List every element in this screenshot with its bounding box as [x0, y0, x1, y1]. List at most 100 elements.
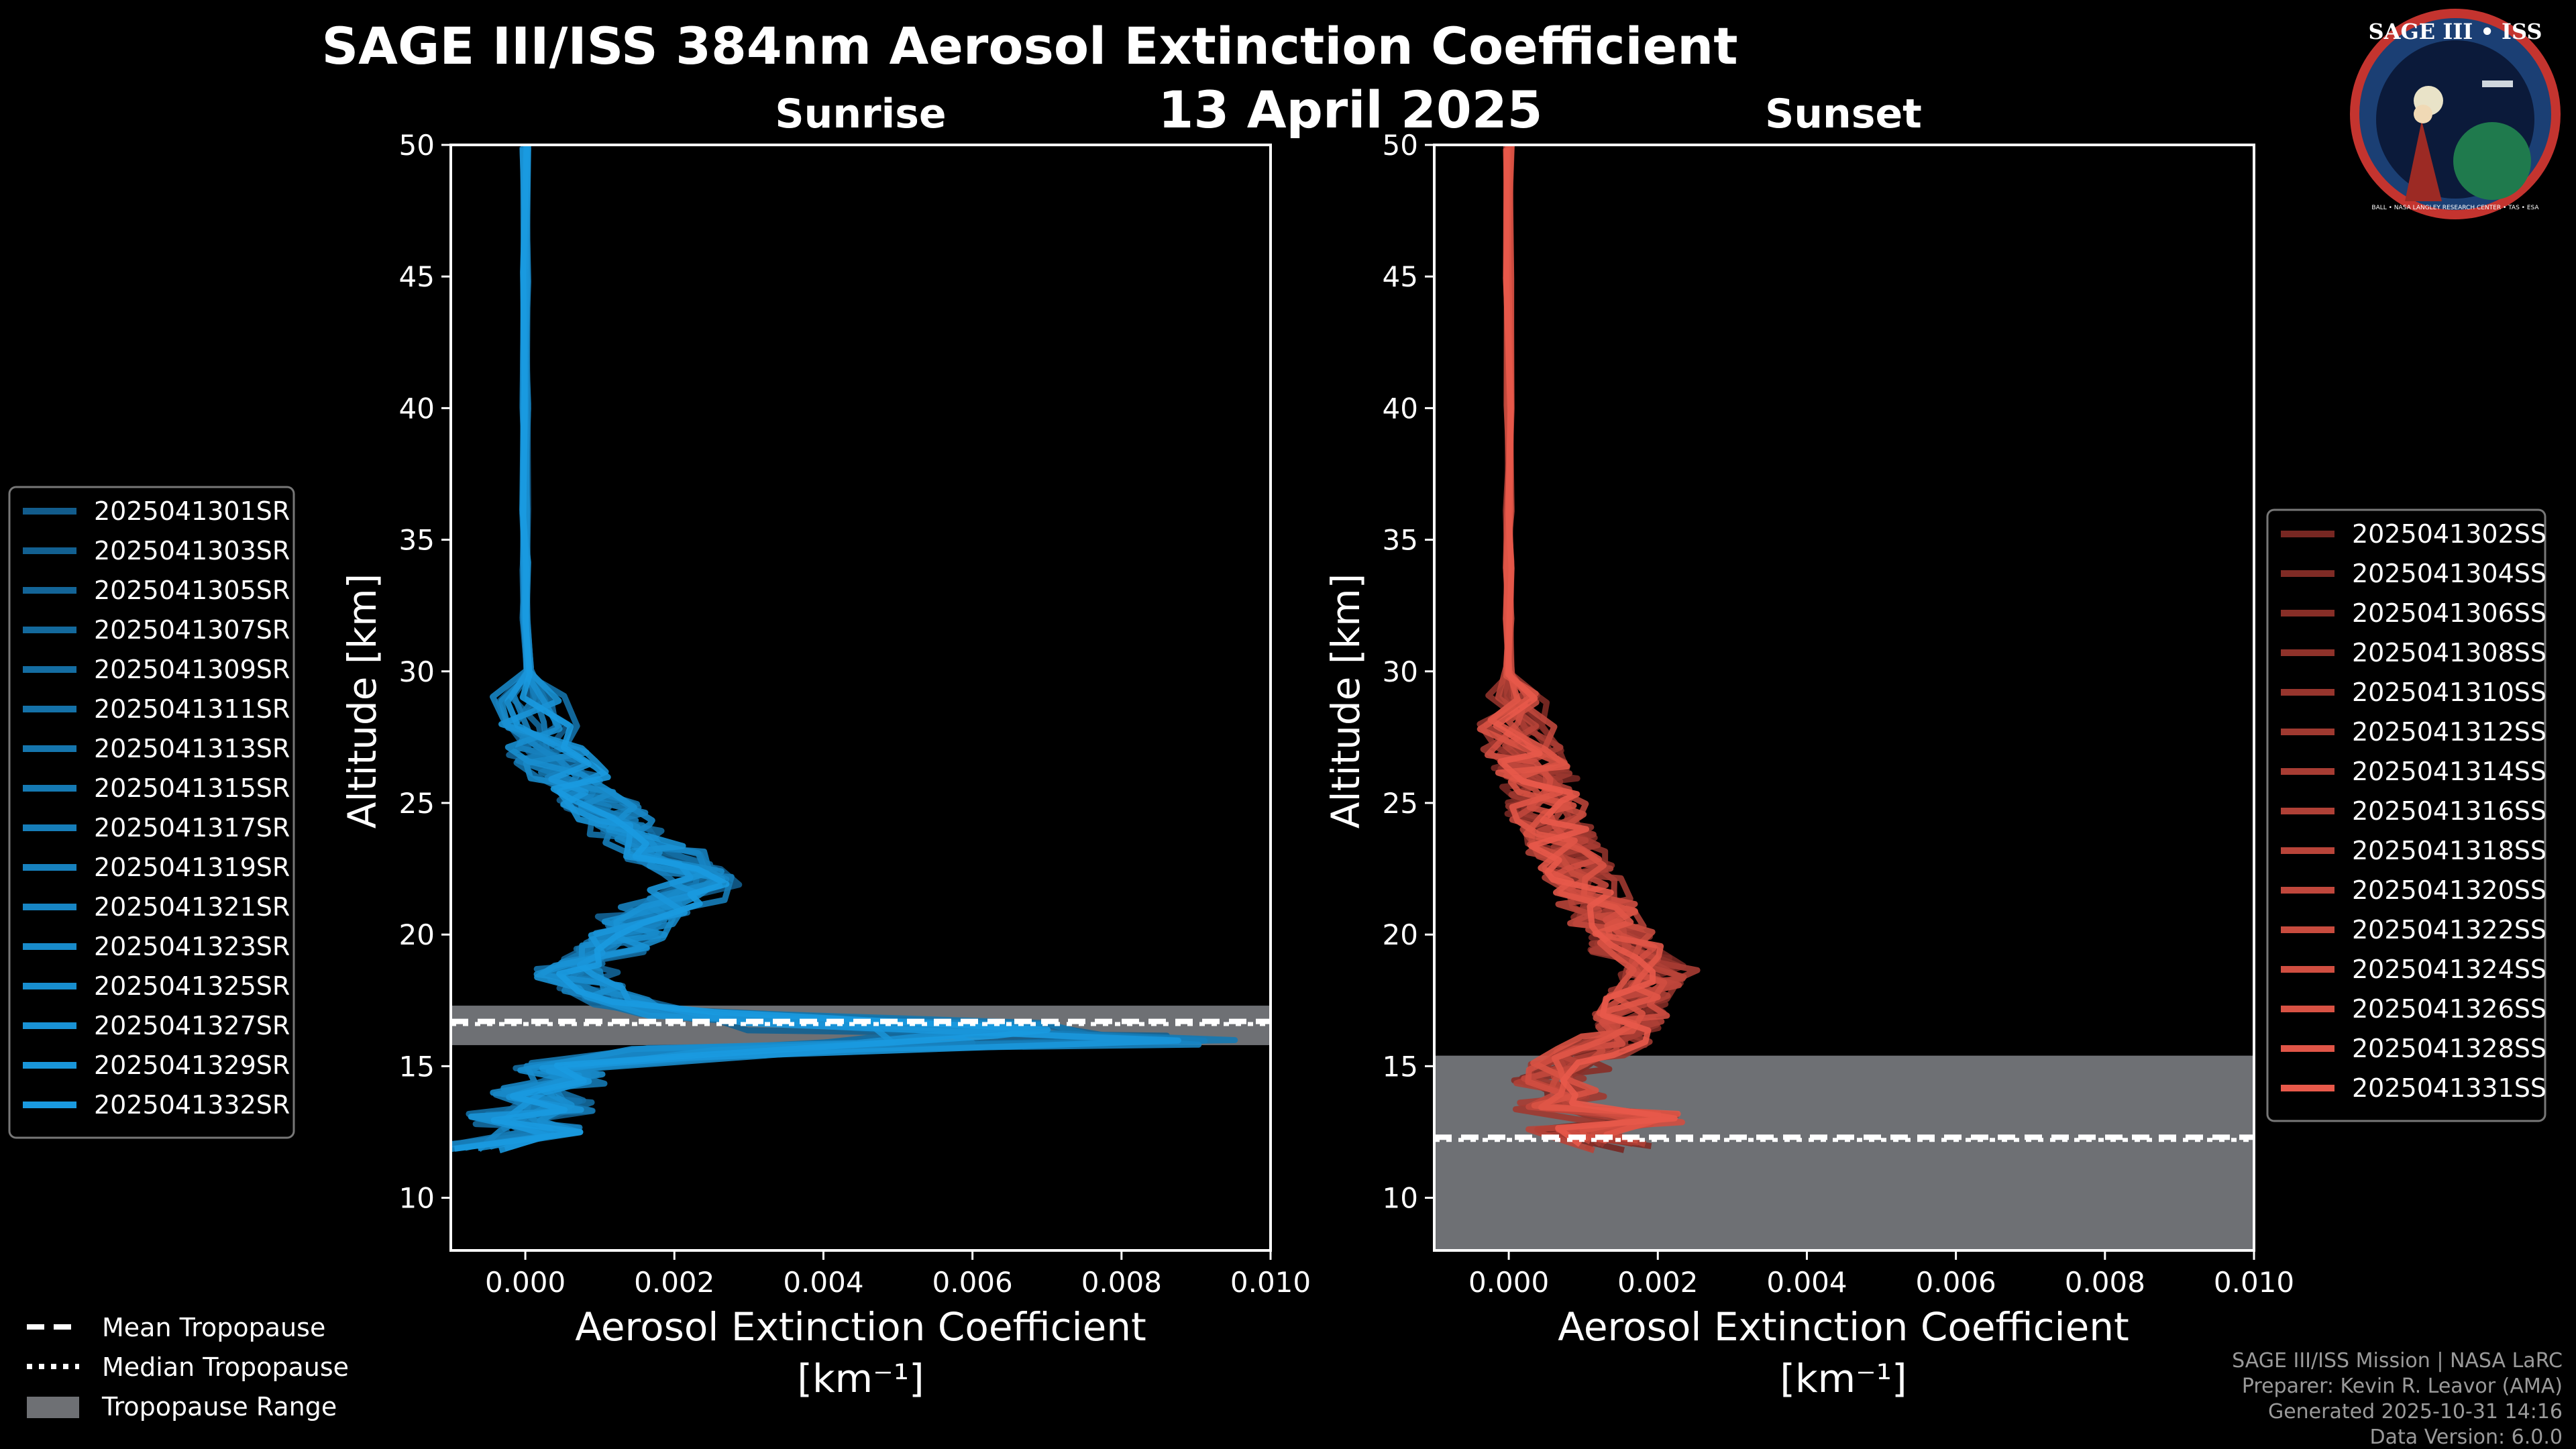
sunset-legend-label: 2025041302SS — [2352, 519, 2546, 549]
sunrise-legend-label: 2025041313SR — [94, 734, 290, 763]
sunrise-series-line — [468, 148, 896, 1152]
sunrise-legend-label: 2025041321SR — [94, 892, 290, 922]
sunrise-ytick-label: 15 — [399, 1050, 435, 1083]
chart-date: 13 April 2025 — [1158, 80, 1542, 140]
footer: SAGE III/ISS Mission | NASA LaRC Prepare… — [2232, 1349, 2563, 1449]
sunset-legend-label: 2025041306SS — [2352, 598, 2546, 628]
iss-icon — [2482, 80, 2513, 87]
footer-generated: Generated 2025-10-31 14:16 — [2268, 1400, 2563, 1424]
sunset-series-line — [1487, 145, 1681, 1142]
sunrise-xtick-label: 0.010 — [1230, 1266, 1311, 1299]
sunrise-legend: 2025041301SR 2025041303SR 2025041305SR 2025… — [8, 486, 295, 1139]
sunrise-legend-label: 2025041332SR — [94, 1090, 290, 1120]
sunset-title: Sunset — [1765, 91, 1922, 138]
sunrise-legend-label: 2025041317SR — [94, 813, 290, 843]
sunset-ylabel: Altitude [km] — [1323, 574, 1368, 828]
sunset-legend-label: 2025041318SS — [2352, 836, 2546, 865]
sunrise-ytick-label: 50 — [399, 129, 435, 162]
sunrise-xtick-label: 0.000 — [485, 1266, 566, 1299]
logo-ring-text: BALL • NASA LANGLEY RESEARCH CENTER • TA… — [2371, 205, 2539, 211]
sunset-ytick-label: 35 — [1383, 524, 1418, 557]
sunset-ytick-label: 20 — [1383, 918, 1418, 951]
sunrise-ytick-label: 30 — [399, 655, 435, 688]
sunset-ytick-label: 45 — [1383, 260, 1418, 293]
sunrise-ytick-label: 25 — [399, 787, 435, 820]
sunset-ytick-label: 50 — [1383, 129, 1418, 162]
tropopause-range-label: Tropopause Range — [101, 1392, 337, 1421]
sunrise-legend-label: 2025041319SR — [94, 853, 290, 882]
mean-tropopause-label: Mean Tropopause — [102, 1313, 325, 1342]
sunrise-ytick-label: 45 — [399, 260, 435, 293]
sunrise-series-lines — [451, 145, 1238, 1154]
sunrise-legend-label: 2025041325SR — [94, 971, 290, 1001]
sunset-legend-label: 2025041312SS — [2352, 717, 2546, 747]
sunset-axes-frame — [1433, 144, 2255, 1252]
sunset-xtick-label: 0.008 — [2065, 1266, 2145, 1299]
sunset-ytick-label: 40 — [1383, 392, 1418, 425]
tropopause-legend: Mean Tropopause Median Tropopause Tropop… — [27, 1313, 349, 1421]
sunrise-axes-frame — [449, 144, 1272, 1252]
sunrise-legend-label: 2025041305SR — [94, 576, 290, 605]
sunrise-xunit: [km⁻¹] — [797, 1356, 924, 1401]
sunset-xlabel: Aerosol Extinction Coefficient — [1558, 1304, 2129, 1350]
sunrise-xtick-label: 0.002 — [634, 1266, 714, 1299]
sunrise-series-line — [464, 146, 1067, 1148]
sunrise-legend-label: 2025041311SR — [94, 694, 290, 724]
sunset-xunit: [km⁻¹] — [1780, 1356, 1907, 1401]
sunset-legend-label: 2025041331SS — [2352, 1073, 2546, 1103]
footer-version: Data Version: 6.0.0 — [2370, 1426, 2563, 1449]
sunset-legend-label: 2025041316SS — [2352, 796, 2546, 826]
sunrise-series-line — [468, 145, 976, 1148]
sunrise-plot: 0.000 0.002 0.004 0.006 0.008 0.010 10 15 20 25 30… — [399, 129, 1311, 1299]
chart-title: SAGE III/ISS 384nm Aerosol Extinction Co… — [321, 16, 1737, 76]
median-tropopause-label: Median Tropopause — [102, 1352, 349, 1382]
sunrise-legend-label: 2025041323SR — [94, 932, 290, 961]
logo-text: SAGE III • ISS — [2369, 19, 2542, 44]
sunrise-legend-frame — [8, 486, 295, 1139]
sunset-legend-label: 2025041322SS — [2352, 915, 2546, 945]
sunrise-ytick-label: 10 — [399, 1182, 435, 1215]
sunrise-ytick-label: 40 — [399, 392, 435, 425]
sunset-ytick-label: 10 — [1383, 1182, 1418, 1215]
sunset-legend-label: 2025041320SS — [2352, 875, 2546, 905]
sunrise-series-line — [451, 147, 1208, 1148]
sunrise-legend-label: 2025041327SR — [94, 1011, 290, 1040]
sunrise-title: Sunrise — [775, 91, 946, 138]
sunrise-xtick-label: 0.004 — [783, 1266, 863, 1299]
figure-head-icon — [2414, 105, 2432, 123]
figure-icon — [2405, 121, 2442, 201]
sunset-plot: 0.000 0.002 0.004 0.006 0.008 0.010 10 15 20 25 30… — [1383, 129, 2295, 1299]
sunrise-series-line — [460, 150, 961, 1146]
sunrise-legend-label: 2025041307SR — [94, 615, 290, 645]
sunset-xtick-label: 0.004 — [1766, 1266, 1847, 1299]
sunset-legend: 2025041302SS 2025041304SS 2025041306SS 2025… — [2266, 508, 2546, 1122]
sunrise-series-line — [464, 146, 1046, 1151]
sunrise-series-line — [451, 145, 1238, 1148]
sunset-ytick-label: 30 — [1383, 655, 1418, 688]
sunset-xtick-label: 0.006 — [1916, 1266, 1996, 1299]
sunrise-xlabel: Aerosol Extinction Coefficient — [575, 1304, 1146, 1350]
sunset-legend-label: 2025041308SS — [2352, 638, 2546, 667]
sunset-series-line — [1503, 145, 1701, 1146]
sunset-legend-label: 2025041304SS — [2352, 559, 2546, 588]
sunrise-series-line — [454, 145, 1051, 1152]
earth-icon — [2453, 122, 2531, 200]
sunrise-series-line — [477, 145, 1012, 1151]
sunset-legend-label: 2025041328SS — [2352, 1034, 2546, 1063]
footer-preparer: Preparer: Kevin R. Leavor (AMA) — [2242, 1375, 2563, 1398]
sunrise-series-line — [453, 145, 1170, 1151]
sunrise-legend-label: 2025041315SR — [94, 773, 290, 803]
tropopause-range-swatch — [27, 1397, 79, 1418]
sunrise-xtick-label: 0.008 — [1081, 1266, 1162, 1299]
sunrise-legend-label: 2025041309SR — [94, 655, 290, 684]
sunset-series-lines — [1477, 145, 1701, 1154]
sunrise-legend-label: 2025041303SR — [94, 536, 290, 566]
sunrise-ytick-label: 35 — [399, 524, 435, 557]
sunrise-ytick-label: 20 — [399, 918, 435, 951]
sunset-legend-label: 2025041324SS — [2352, 955, 2546, 984]
sunset-legend-frame — [2266, 508, 2546, 1122]
sunset-ytick-label: 25 — [1383, 787, 1418, 820]
sunset-xtick-label: 0.010 — [2214, 1266, 2294, 1299]
sage-iss-logo: SAGE III • ISS BALL • NASA LANGLEY RESEA… — [2350, 9, 2561, 219]
